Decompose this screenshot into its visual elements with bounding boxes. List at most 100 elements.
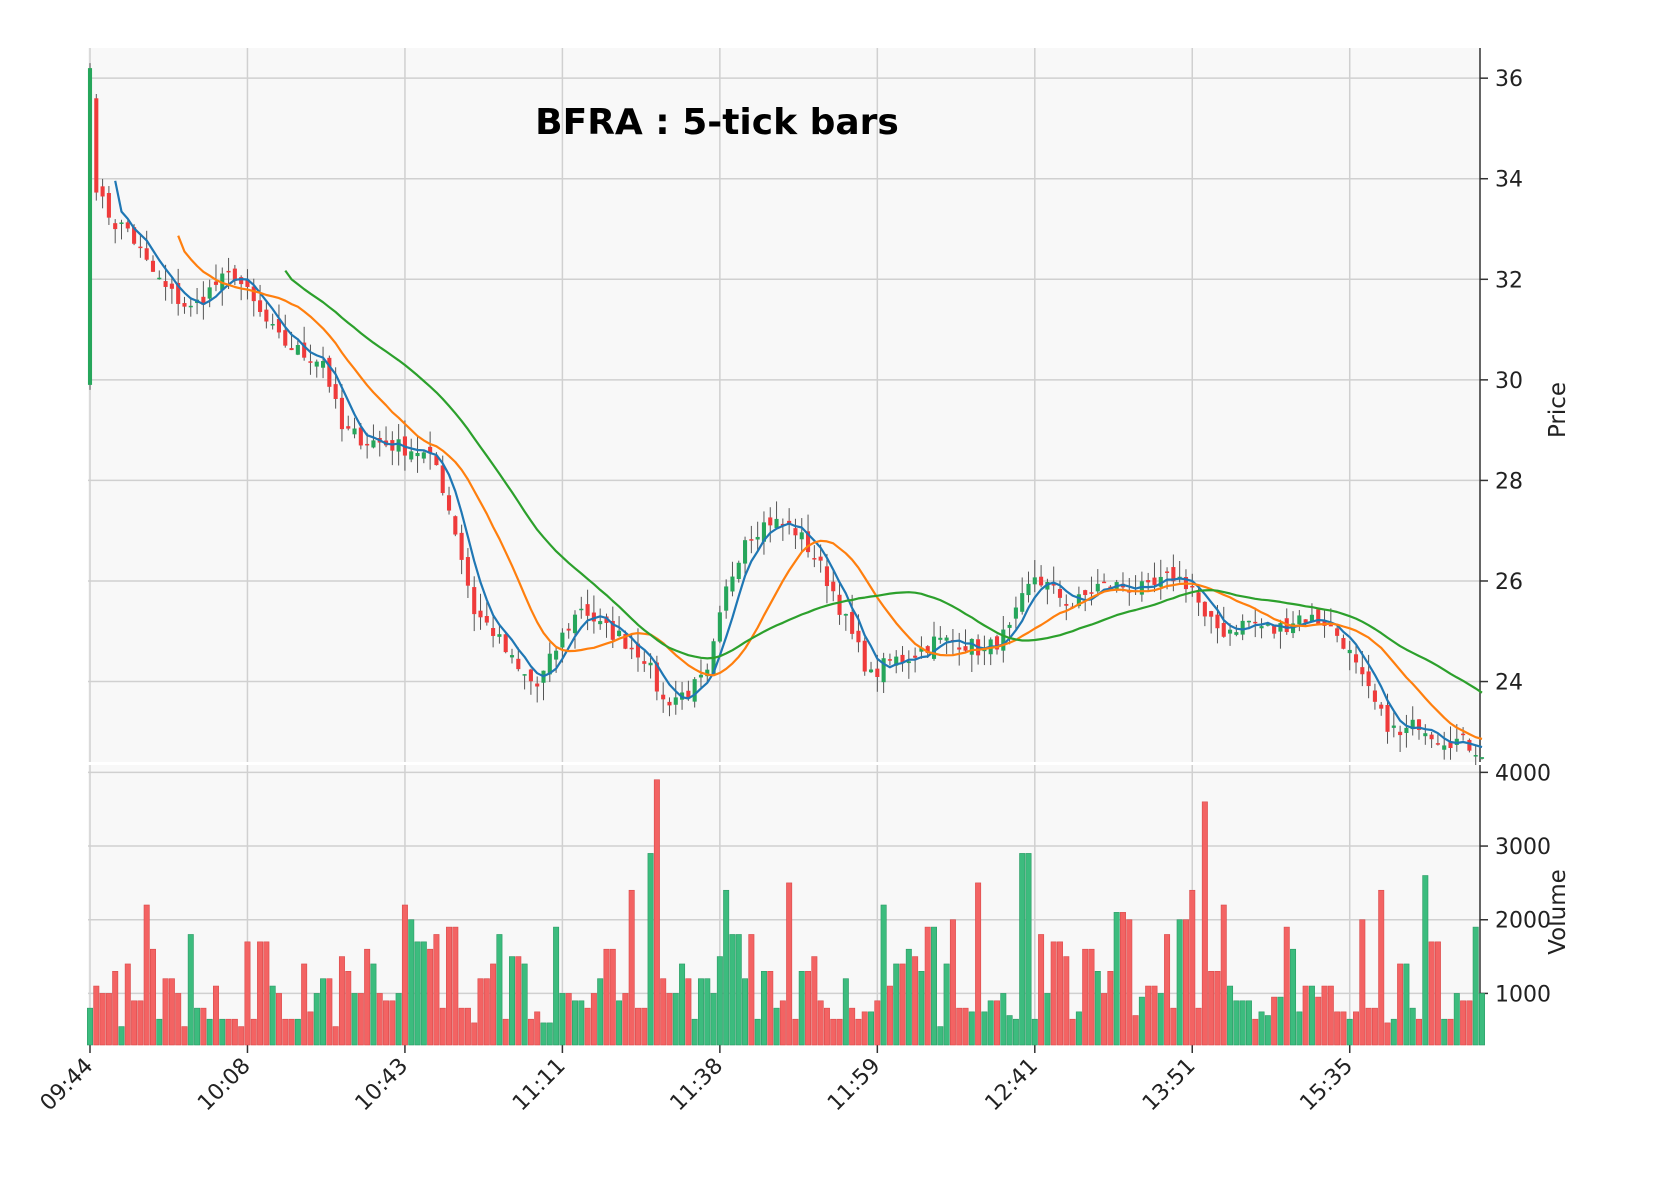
candle-body (176, 282, 181, 304)
chart-title: BFRA : 5-tick bars (535, 102, 899, 143)
candle-body (239, 277, 244, 285)
candle-body (1165, 571, 1170, 573)
candle-body (560, 632, 565, 648)
candle-body (321, 361, 326, 368)
candle-body (434, 455, 439, 466)
volume-tick-label: 4000 (1495, 761, 1551, 786)
volume-bar (773, 1007, 780, 1046)
volume-bar (1208, 971, 1215, 1046)
volume-bar (987, 1000, 994, 1046)
candle-body (396, 439, 401, 452)
volume-bar (836, 1018, 843, 1046)
volume-bar (565, 993, 572, 1046)
candle-body (245, 280, 250, 287)
candle-body (1316, 609, 1321, 624)
volume-bar (893, 963, 900, 1046)
volume-bar (1019, 853, 1026, 1046)
candle-body (566, 628, 571, 631)
candle-body (1278, 623, 1283, 632)
candle-body (226, 270, 231, 273)
volume-bar (477, 978, 484, 1046)
candle-body (346, 426, 351, 429)
candle-body (642, 661, 647, 664)
volume-bar (628, 889, 635, 1046)
candle-body (144, 248, 149, 260)
volume-bar (257, 941, 264, 1046)
x-tick-label: 09:44 (36, 1054, 99, 1117)
candle-body (654, 662, 659, 692)
candle-body (837, 594, 842, 615)
volume-bar (112, 971, 119, 1046)
volume-bar (464, 1007, 471, 1046)
x-tick-label: 11:38 (666, 1054, 729, 1117)
candle-body (339, 397, 344, 430)
candle-body (1171, 567, 1176, 582)
candle-body (894, 656, 899, 666)
volume-bar (635, 1007, 641, 1046)
volume-bar (1327, 985, 1334, 1046)
candle-body (421, 452, 426, 459)
volume-bar (981, 1011, 988, 1046)
candle-body (1461, 733, 1466, 736)
candle-body (799, 532, 804, 540)
volume-bar (263, 941, 270, 1046)
candle-body (705, 669, 710, 677)
volume-bar (1245, 1000, 1252, 1046)
price-tick-label: 26 (1495, 570, 1523, 595)
volume-bar (131, 1000, 138, 1046)
candle-body (150, 260, 156, 272)
volume-bar (338, 956, 345, 1046)
candle-body (938, 637, 943, 640)
volume-bar (1409, 1007, 1416, 1046)
volume-bar (1012, 1018, 1019, 1046)
volume-bar (760, 971, 767, 1046)
candle-body (87, 68, 93, 385)
volume-bar (584, 1007, 591, 1046)
candle-body (1473, 755, 1478, 757)
volume-bar (742, 978, 749, 1046)
volume-bar (842, 978, 849, 1046)
candle-body (528, 669, 533, 682)
volume-bar (1094, 971, 1101, 1046)
volume-bar (1296, 1011, 1303, 1046)
candle-body (1259, 626, 1264, 629)
volume-bar (364, 948, 371, 1046)
volume-bar (1308, 985, 1315, 1046)
candle-body (1001, 629, 1006, 651)
candle-body (276, 318, 282, 333)
x-tick-label: 10:08 (193, 1054, 256, 1117)
volume-bar (1201, 801, 1208, 1046)
volume-bar (137, 1000, 144, 1046)
volume-bar (1031, 1018, 1038, 1046)
volume-bar (1220, 904, 1227, 1046)
candle-body (1272, 625, 1277, 634)
candle-body (1366, 671, 1371, 687)
volume-bar (1126, 919, 1133, 1046)
candle-body (572, 614, 578, 634)
candle-body (1353, 654, 1359, 663)
candle-body (459, 532, 464, 560)
candle-body (484, 616, 489, 623)
volume-bar (1302, 985, 1309, 1046)
volume-bar (653, 779, 660, 1046)
volume-bar (250, 1018, 257, 1046)
volume-bar (294, 1018, 301, 1046)
volume-bar (150, 948, 156, 1046)
candle-body (1196, 592, 1201, 603)
volume-bar (370, 963, 377, 1046)
candle-body (768, 517, 773, 526)
volume-bar (1025, 853, 1032, 1046)
candle-body (724, 586, 729, 611)
volume-bar (1157, 993, 1164, 1046)
volume-bar (805, 971, 812, 1046)
candle-body (1479, 757, 1485, 759)
candle-body (843, 613, 848, 616)
volume-bar (332, 1026, 339, 1046)
volume-bar (735, 934, 742, 1046)
candle-body (440, 465, 445, 494)
volume-bar (1390, 1018, 1397, 1046)
candle-body (1416, 719, 1422, 730)
volume-bar (206, 1018, 213, 1046)
volume-bar (1428, 941, 1435, 1046)
volume-bar (1252, 1018, 1259, 1046)
